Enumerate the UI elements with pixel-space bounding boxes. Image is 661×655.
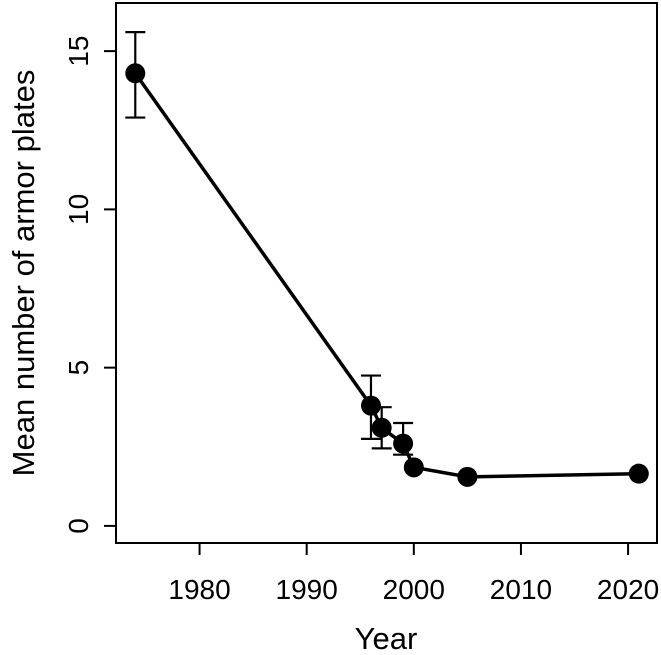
data-point bbox=[457, 466, 478, 487]
x-tick-label: 2020 bbox=[597, 574, 659, 605]
y-tick-label: 10 bbox=[63, 194, 94, 225]
plot-box bbox=[115, 2, 658, 544]
y-tick-label: 5 bbox=[63, 360, 94, 376]
x-axis-title: Year bbox=[355, 621, 418, 655]
data-point bbox=[403, 457, 424, 478]
data-point bbox=[371, 417, 392, 438]
y-tick-label: 0 bbox=[63, 518, 94, 534]
data-point bbox=[628, 463, 649, 484]
data-point bbox=[125, 63, 146, 84]
y-tick-label: 15 bbox=[63, 36, 94, 67]
y-axis-title: Mean number of armor plates bbox=[6, 70, 41, 477]
x-tick-label: 1980 bbox=[168, 574, 230, 605]
x-tick-label: 1990 bbox=[276, 574, 338, 605]
data-point bbox=[393, 433, 414, 454]
x-tick-label: 2010 bbox=[490, 574, 552, 605]
x-tick-label: 2000 bbox=[383, 574, 445, 605]
series-line bbox=[133, 71, 641, 479]
data-point bbox=[360, 395, 381, 416]
